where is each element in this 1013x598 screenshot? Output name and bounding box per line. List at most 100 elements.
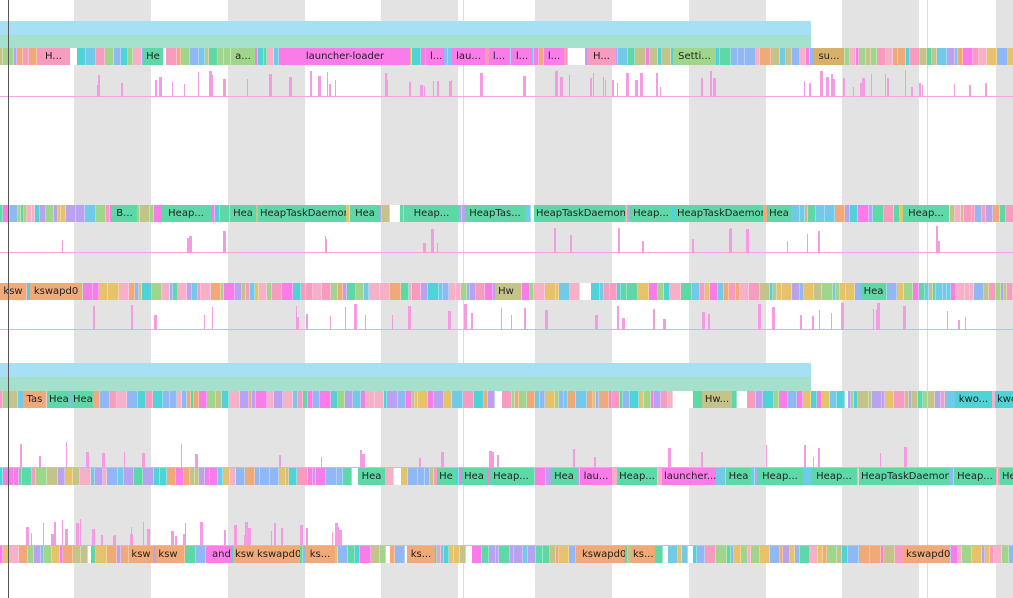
thread-slice[interactable] bbox=[66, 205, 76, 222]
thread-slice[interactable] bbox=[556, 283, 559, 300]
thread-slice[interactable] bbox=[184, 468, 190, 485]
thread-slice[interactable] bbox=[786, 48, 792, 65]
thread-slice[interactable] bbox=[283, 391, 293, 408]
thread-slice[interactable] bbox=[360, 546, 371, 563]
thread-slice[interactable] bbox=[80, 468, 91, 485]
thread-slice[interactable] bbox=[17, 48, 23, 65]
thread-slice[interactable] bbox=[833, 283, 836, 300]
thread-slice[interactable] bbox=[982, 205, 986, 222]
thread-slice-label[interactable]: kswapd0 bbox=[30, 283, 82, 300]
thread-slice[interactable] bbox=[90, 391, 100, 408]
thread-slice[interactable] bbox=[580, 283, 591, 300]
thread-slice[interactable] bbox=[543, 546, 550, 563]
thread-slice[interactable] bbox=[91, 468, 95, 485]
thread-slice[interactable] bbox=[517, 283, 522, 300]
thread-slice[interactable] bbox=[293, 283, 301, 300]
thread-slice[interactable] bbox=[925, 283, 929, 300]
thread-slice[interactable] bbox=[22, 468, 32, 485]
thread-slice[interactable] bbox=[974, 283, 984, 300]
thread-slice[interactable] bbox=[1004, 283, 1007, 300]
thread-slice[interactable] bbox=[502, 391, 512, 408]
thread-slice[interactable] bbox=[106, 205, 110, 222]
thread-slice[interactable] bbox=[850, 205, 858, 222]
thread-slice[interactable] bbox=[343, 468, 352, 485]
thread-slice[interactable] bbox=[380, 546, 386, 563]
thread-slice[interactable] bbox=[143, 468, 154, 485]
thread-slice[interactable] bbox=[401, 468, 408, 485]
thread-slice[interactable] bbox=[220, 205, 230, 222]
thread-slice[interactable] bbox=[308, 391, 313, 408]
thread-slice[interactable] bbox=[461, 283, 467, 300]
thread-slice-label[interactable]: Hea bbox=[726, 468, 751, 485]
thread-slice[interactable] bbox=[0, 468, 3, 485]
thread-slice[interactable] bbox=[873, 205, 884, 222]
thread-slice[interactable] bbox=[910, 48, 920, 65]
thread-slice[interactable] bbox=[482, 546, 489, 563]
thread-slice[interactable] bbox=[484, 391, 488, 408]
thread-slice-label[interactable]: Hea bbox=[767, 205, 791, 222]
thread-slice[interactable] bbox=[1008, 48, 1013, 65]
thread-slice[interactable] bbox=[298, 391, 303, 408]
thread-slice[interactable] bbox=[534, 283, 545, 300]
thread-slice[interactable] bbox=[623, 391, 630, 408]
thread-slice[interactable] bbox=[724, 283, 729, 300]
thread-slice[interactable] bbox=[692, 283, 700, 300]
thread-slice-label[interactable]: Heap... bbox=[630, 205, 672, 222]
thread-slice[interactable] bbox=[1001, 283, 1004, 300]
thread-slice[interactable] bbox=[751, 546, 760, 563]
thread-slice[interactable] bbox=[170, 391, 177, 408]
thread-slice[interactable] bbox=[308, 468, 313, 485]
thread-slice[interactable] bbox=[65, 468, 73, 485]
thread-slice-label[interactable]: ks... bbox=[305, 546, 335, 563]
thread-slice[interactable] bbox=[63, 546, 73, 563]
thread-slice[interactable] bbox=[800, 205, 805, 222]
thread-slice[interactable] bbox=[525, 205, 531, 222]
thread-slice[interactable] bbox=[986, 205, 993, 222]
thread-slice[interactable] bbox=[760, 48, 771, 65]
thread-slice[interactable] bbox=[958, 546, 962, 563]
thread-slice[interactable] bbox=[135, 283, 139, 300]
thread-slice[interactable] bbox=[682, 546, 688, 563]
thread-slice[interactable] bbox=[993, 205, 1000, 222]
thread-slice[interactable] bbox=[898, 48, 906, 65]
thread-slice[interactable] bbox=[441, 546, 444, 563]
thread-slice[interactable] bbox=[845, 48, 850, 65]
thread-slice[interactable] bbox=[380, 283, 390, 300]
thread-slice[interactable] bbox=[258, 48, 264, 65]
thread-slice[interactable] bbox=[710, 283, 718, 300]
thread-slice[interactable] bbox=[576, 391, 587, 408]
thread-slice[interactable] bbox=[267, 48, 274, 65]
thread-slice[interactable] bbox=[0, 391, 3, 408]
thread-slice[interactable] bbox=[920, 48, 927, 65]
thread-slice[interactable] bbox=[817, 391, 822, 408]
thread-slice[interactable] bbox=[146, 391, 153, 408]
thread-slice-label[interactable]: HeapTaskDaemon bbox=[859, 468, 949, 485]
thread-slice[interactable] bbox=[523, 546, 528, 563]
thread-slice[interactable] bbox=[720, 48, 731, 65]
thread-slice-label[interactable]: l... bbox=[489, 48, 509, 65]
thread-slice[interactable] bbox=[489, 546, 496, 563]
thread-slice[interactable] bbox=[103, 468, 107, 485]
thread-slice[interactable] bbox=[748, 546, 751, 563]
thread-slice[interactable] bbox=[467, 283, 470, 300]
thread-slice[interactable] bbox=[191, 391, 194, 408]
thread-slice-label[interactable]: Heap... bbox=[617, 468, 657, 485]
thread-slice[interactable] bbox=[382, 205, 390, 222]
thread-slice[interactable] bbox=[136, 205, 140, 222]
thread-slice[interactable] bbox=[569, 546, 576, 563]
thread-slice-label[interactable]: H... bbox=[37, 48, 70, 65]
thread-slice[interactable] bbox=[949, 468, 954, 485]
thread-slice[interactable] bbox=[1006, 205, 1013, 222]
thread-slice[interactable] bbox=[741, 546, 748, 563]
thread-slice[interactable] bbox=[463, 391, 474, 408]
thread-slice[interactable] bbox=[119, 283, 129, 300]
thread-slice[interactable] bbox=[240, 391, 249, 408]
thread-slice[interactable] bbox=[406, 391, 412, 408]
thread-slice-label[interactable]: ksw bbox=[129, 546, 153, 563]
thread-slice[interactable] bbox=[77, 48, 86, 65]
thread-slice[interactable] bbox=[313, 283, 322, 300]
thread-slice[interactable] bbox=[421, 48, 426, 65]
thread-slice[interactable] bbox=[394, 468, 401, 485]
thread-slice[interactable] bbox=[430, 468, 434, 485]
thread-slice[interactable] bbox=[805, 205, 808, 222]
